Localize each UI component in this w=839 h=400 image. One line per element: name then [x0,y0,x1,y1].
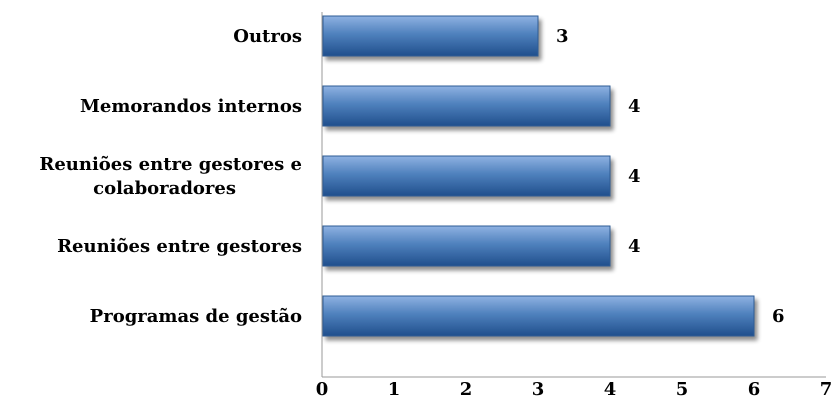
data-label: 4 [628,236,641,257]
x-tick-label: 2 [460,379,473,400]
data-labels: 3 4 4 4 6 [556,26,785,327]
category-label: Reuniões entre gestores [57,236,302,257]
x-tick-label: 1 [388,379,401,400]
data-label: 4 [628,96,641,117]
category-label-line: Memorandos internos [80,96,302,117]
x-tick-label: 0 [316,379,329,400]
category-label: Programas de gestão [90,306,302,327]
data-label: 3 [556,26,569,47]
category-label-line: Reuniões entre gestores e [39,154,302,175]
x-tick-label: 6 [748,379,761,400]
category-label: Outros [233,26,302,47]
x-tick-label: 4 [604,379,617,400]
data-label: 6 [772,306,785,327]
bar [322,15,539,57]
bar [322,225,611,267]
category-label-line: Programas de gestão [90,306,302,327]
x-tick-label: 5 [676,379,689,400]
x-tick-label: 7 [820,379,833,400]
bar [322,155,611,197]
category-label-line: colaboradores [93,178,236,199]
category-label-line: Outros [233,26,302,47]
data-label: 4 [628,166,641,187]
category-label: Reuniões entre gestores e colaboradores [39,154,302,199]
category-label: Memorandos internos [80,96,302,117]
x-tick-label: 3 [532,379,545,400]
category-labels: Outros Memorandos internos Reuniões entre … [39,26,302,327]
axes [321,12,826,378]
x-tick-labels: 0 1 2 3 4 5 6 7 [316,379,833,400]
category-label-line: Reuniões entre gestores [57,236,302,257]
bar [322,295,755,337]
bars [322,15,755,337]
bar [322,85,611,127]
